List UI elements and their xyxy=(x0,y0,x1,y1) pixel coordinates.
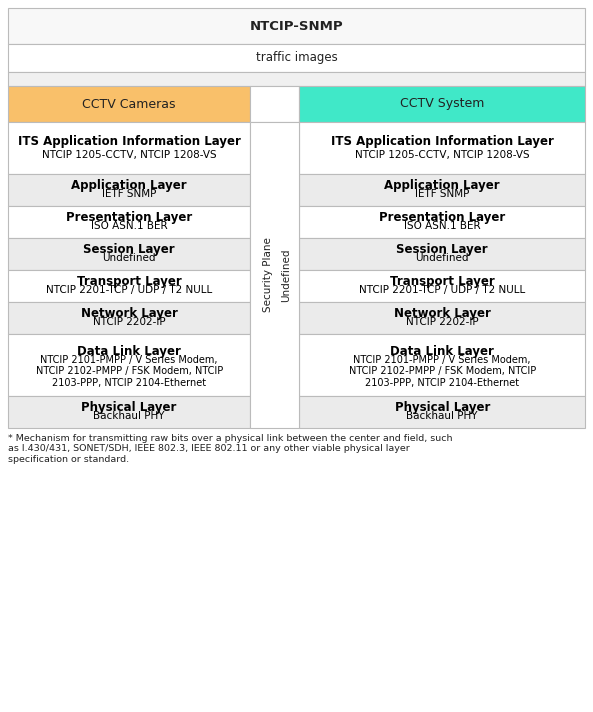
Bar xyxy=(8,44,585,72)
Bar xyxy=(250,122,299,174)
Bar xyxy=(8,334,250,396)
Bar xyxy=(8,122,250,174)
Text: Undefined: Undefined xyxy=(103,253,156,263)
Bar xyxy=(8,396,250,428)
Text: Network Layer: Network Layer xyxy=(394,308,490,320)
Text: Backhaul PHY: Backhaul PHY xyxy=(406,411,478,422)
Text: Security Plane: Security Plane xyxy=(263,238,273,313)
Text: NTCIP 2101-PMPP / V Series Modem,
NTCIP 2102-PMPP / FSK Modem, NTCIP
2103-PPP, N: NTCIP 2101-PMPP / V Series Modem, NTCIP … xyxy=(349,355,536,388)
Text: CCTV Cameras: CCTV Cameras xyxy=(82,98,176,110)
Bar xyxy=(8,206,250,238)
Text: IETF SNMP: IETF SNMP xyxy=(415,189,470,199)
Text: NTCIP 2202-IP: NTCIP 2202-IP xyxy=(93,317,165,327)
Text: Session Layer: Session Layer xyxy=(396,244,488,256)
Text: Presentation Layer: Presentation Layer xyxy=(66,211,192,224)
Bar xyxy=(8,174,250,206)
Bar xyxy=(299,86,585,122)
Text: Data Link Layer: Data Link Layer xyxy=(77,345,181,358)
Bar xyxy=(8,270,250,302)
Bar xyxy=(299,334,585,396)
Text: * Mechanism for transmitting raw bits over a physical link between the center an: * Mechanism for transmitting raw bits ov… xyxy=(8,434,452,464)
Text: traffic images: traffic images xyxy=(256,51,337,65)
Bar xyxy=(250,122,299,428)
Text: ISO ASN.1 BER: ISO ASN.1 BER xyxy=(404,221,480,231)
Text: NTCIP 1205-CCTV, NTCIP 1208-VS: NTCIP 1205-CCTV, NTCIP 1208-VS xyxy=(355,150,530,159)
Text: Session Layer: Session Layer xyxy=(84,244,175,256)
Bar xyxy=(250,334,299,396)
Bar xyxy=(250,206,299,238)
Bar xyxy=(8,86,250,122)
Bar xyxy=(250,302,299,334)
Bar xyxy=(8,238,250,270)
Bar xyxy=(8,8,585,44)
Bar xyxy=(250,270,299,302)
Text: IETF SNMP: IETF SNMP xyxy=(102,189,157,199)
Text: CCTV System: CCTV System xyxy=(400,98,484,110)
Bar xyxy=(8,302,250,334)
Bar xyxy=(8,72,585,86)
Text: Undefined: Undefined xyxy=(280,248,291,302)
Text: Transport Layer: Transport Layer xyxy=(77,276,181,288)
Text: Data Link Layer: Data Link Layer xyxy=(390,345,494,358)
Bar xyxy=(299,174,585,206)
Bar xyxy=(299,206,585,238)
Text: Application Layer: Application Layer xyxy=(384,179,500,192)
Bar xyxy=(299,122,585,174)
Text: ISO ASN.1 BER: ISO ASN.1 BER xyxy=(91,221,167,231)
Text: ITS Application Information Layer: ITS Application Information Layer xyxy=(18,135,241,148)
Bar xyxy=(299,302,585,334)
Text: Network Layer: Network Layer xyxy=(81,308,178,320)
Bar xyxy=(250,396,299,428)
Text: Undefined: Undefined xyxy=(416,253,469,263)
Text: Presentation Layer: Presentation Layer xyxy=(379,211,505,224)
Text: Physical Layer: Physical Layer xyxy=(394,402,490,414)
Text: Transport Layer: Transport Layer xyxy=(390,276,495,288)
Bar xyxy=(250,174,299,206)
Text: NTCIP 2201-TCP / UDP / T2 NULL: NTCIP 2201-TCP / UDP / T2 NULL xyxy=(46,286,212,295)
Text: Application Layer: Application Layer xyxy=(71,179,187,192)
Text: ITS Application Information Layer: ITS Application Information Layer xyxy=(331,135,554,148)
Text: NTCIP 2202-IP: NTCIP 2202-IP xyxy=(406,317,479,327)
Text: Backhaul PHY: Backhaul PHY xyxy=(94,411,165,422)
Text: Physical Layer: Physical Layer xyxy=(81,402,177,414)
Bar xyxy=(250,86,299,122)
Bar xyxy=(299,396,585,428)
Text: NTCIP-SNMP: NTCIP-SNMP xyxy=(250,19,343,33)
Bar xyxy=(299,270,585,302)
Text: NTCIP 2101-PMPP / V Series Modem,
NTCIP 2102-PMPP / FSK Modem, NTCIP
2103-PPP, N: NTCIP 2101-PMPP / V Series Modem, NTCIP … xyxy=(36,355,223,388)
Bar xyxy=(250,238,299,270)
Text: NTCIP 2201-TCP / UDP / T2 NULL: NTCIP 2201-TCP / UDP / T2 NULL xyxy=(359,286,525,295)
Bar xyxy=(299,238,585,270)
Text: NTCIP 1205-CCTV, NTCIP 1208-VS: NTCIP 1205-CCTV, NTCIP 1208-VS xyxy=(42,150,216,159)
